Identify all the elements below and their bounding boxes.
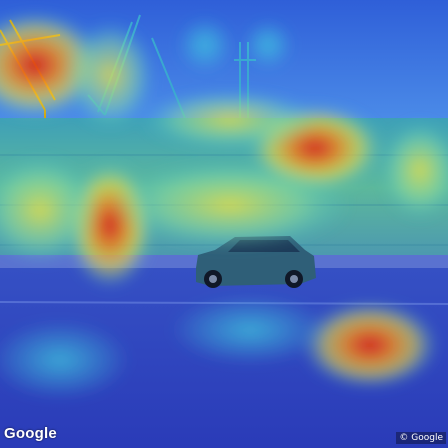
google-logo: Google [4,425,57,442]
copyright-label: © Google [396,432,446,444]
